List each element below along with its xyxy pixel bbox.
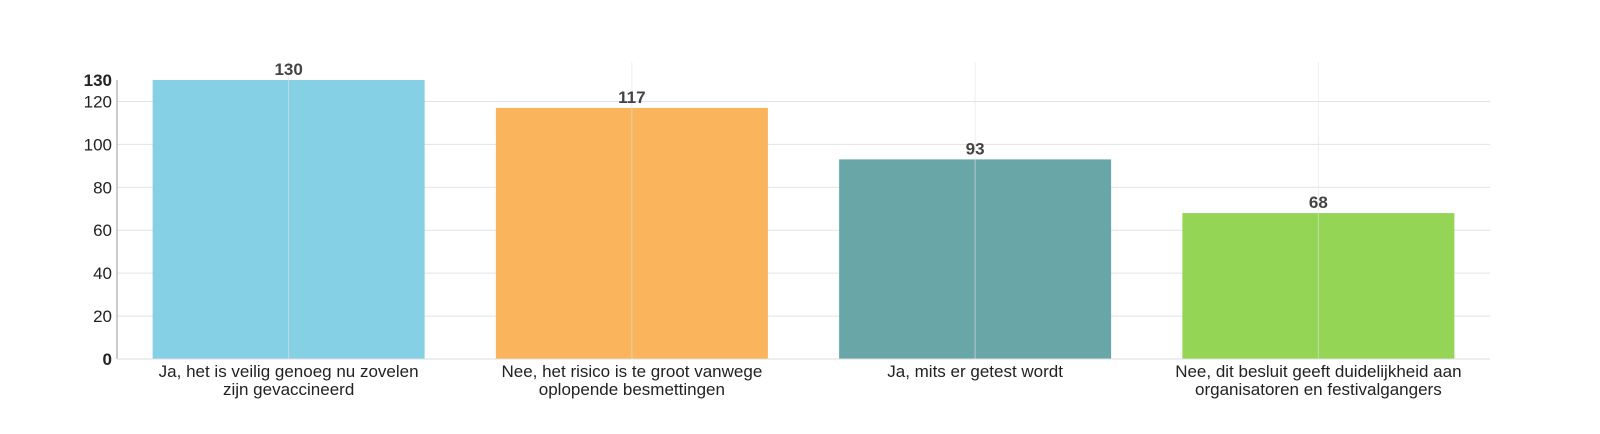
value-label-2: 117	[618, 88, 645, 107]
category-label-4: Nee, dit besluit geeft duidelijkheid aan	[1175, 362, 1461, 381]
axes	[116, 80, 1490, 360]
y-tick-label: 120	[84, 92, 112, 111]
category-label-3: Ja, mits er getest wordt	[887, 362, 1063, 381]
value-label-1: 130	[274, 60, 302, 79]
vertical-gridlines	[288, 62, 1319, 359]
category-label-1: Ja, het is veilig genoeg nu zovelen	[159, 362, 419, 381]
labels: 0 20 40 60 80 100 120 130 130 Ja, het is veilig g…	[84, 60, 1462, 399]
y-tick-label: 80	[93, 178, 112, 197]
bars	[152, 80, 1455, 360]
category-label-4: organisatoren en festivalgangers	[1195, 380, 1442, 399]
value-label-4: 68	[1309, 193, 1328, 212]
y-tick-label: 130	[84, 71, 112, 90]
y-tick-label: 0	[103, 350, 112, 369]
category-label-2: oplopende besmettingen	[539, 380, 725, 399]
value-label-3: 93	[966, 139, 985, 158]
y-tick-label: 100	[84, 135, 112, 154]
y-tick-label: 20	[93, 307, 112, 326]
y-tick-label: 40	[93, 264, 112, 283]
category-label-2: Nee, het risico is te groot vanwege	[501, 362, 762, 381]
y-tick-label: 60	[93, 221, 112, 240]
category-label-1: zijn gevaccineerd	[223, 380, 354, 399]
